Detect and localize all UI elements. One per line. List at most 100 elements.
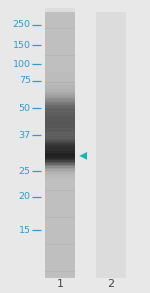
- Bar: [45, 159, 75, 161]
- Bar: [45, 157, 75, 159]
- Bar: [45, 173, 75, 177]
- Bar: [45, 168, 75, 169]
- Bar: [45, 151, 75, 155]
- Bar: [45, 161, 75, 162]
- Bar: [45, 144, 75, 146]
- Bar: [45, 157, 75, 160]
- Bar: [45, 228, 75, 231]
- Bar: [45, 130, 75, 132]
- Bar: [45, 148, 75, 151]
- Bar: [45, 133, 75, 135]
- Bar: [45, 146, 75, 150]
- Bar: [45, 123, 75, 127]
- Bar: [45, 110, 75, 111]
- Bar: [45, 132, 75, 133]
- Bar: [45, 154, 75, 156]
- Bar: [45, 178, 75, 180]
- Bar: [45, 140, 75, 143]
- Bar: [45, 88, 75, 92]
- Bar: [45, 248, 75, 251]
- Text: 100: 100: [13, 60, 31, 69]
- Bar: [45, 92, 75, 95]
- Bar: [45, 211, 75, 214]
- Text: 1: 1: [57, 279, 63, 289]
- Bar: [45, 32, 75, 35]
- Bar: [45, 224, 75, 228]
- Bar: [45, 125, 75, 128]
- Bar: [45, 176, 75, 177]
- Bar: [45, 108, 75, 110]
- Bar: [45, 75, 75, 79]
- Bar: [45, 108, 75, 110]
- Bar: [45, 221, 75, 224]
- Bar: [45, 15, 75, 18]
- Bar: [45, 25, 75, 29]
- Bar: [96, 12, 126, 278]
- Bar: [45, 115, 75, 116]
- Bar: [45, 204, 75, 207]
- Bar: [45, 159, 75, 160]
- Bar: [45, 89, 75, 93]
- Bar: [45, 161, 75, 163]
- Bar: [45, 187, 75, 191]
- Bar: [45, 141, 75, 142]
- Bar: [45, 139, 75, 142]
- Bar: [45, 99, 75, 103]
- Bar: [45, 170, 75, 174]
- Bar: [45, 154, 75, 155]
- Bar: [45, 158, 75, 161]
- Bar: [45, 102, 75, 105]
- Bar: [45, 153, 75, 154]
- Bar: [45, 137, 75, 138]
- Bar: [45, 154, 75, 156]
- Bar: [45, 95, 75, 98]
- Bar: [45, 161, 75, 165]
- Bar: [45, 85, 75, 88]
- Bar: [45, 138, 75, 142]
- Bar: [45, 133, 75, 137]
- Bar: [45, 130, 75, 133]
- Bar: [45, 136, 75, 138]
- Bar: [45, 93, 75, 96]
- Text: 250: 250: [13, 21, 31, 29]
- Bar: [45, 144, 75, 145]
- Bar: [45, 145, 75, 148]
- Bar: [45, 157, 75, 159]
- Bar: [45, 39, 75, 42]
- Bar: [45, 139, 75, 141]
- Bar: [45, 142, 75, 143]
- Bar: [45, 217, 75, 221]
- Bar: [45, 143, 75, 144]
- Bar: [45, 255, 75, 258]
- Bar: [45, 113, 75, 114]
- Bar: [45, 82, 75, 85]
- Bar: [45, 162, 75, 163]
- Bar: [45, 126, 75, 130]
- Bar: [45, 82, 75, 86]
- Bar: [45, 244, 75, 248]
- Bar: [45, 207, 75, 211]
- Bar: [45, 149, 75, 150]
- Bar: [45, 12, 75, 15]
- Bar: [45, 66, 75, 69]
- Bar: [45, 150, 75, 151]
- Bar: [45, 98, 75, 99]
- Bar: [45, 142, 75, 145]
- Bar: [45, 138, 75, 139]
- Bar: [45, 117, 75, 120]
- Bar: [45, 194, 75, 197]
- Bar: [45, 114, 75, 115]
- Bar: [45, 42, 75, 45]
- Text: 37: 37: [19, 131, 31, 140]
- Bar: [45, 241, 75, 245]
- Bar: [45, 141, 75, 142]
- Bar: [45, 118, 75, 119]
- Bar: [45, 113, 75, 115]
- Bar: [45, 140, 75, 141]
- Bar: [45, 265, 75, 268]
- Bar: [45, 149, 75, 151]
- Bar: [45, 90, 75, 91]
- Bar: [45, 156, 75, 157]
- Bar: [45, 12, 75, 278]
- Bar: [45, 234, 75, 238]
